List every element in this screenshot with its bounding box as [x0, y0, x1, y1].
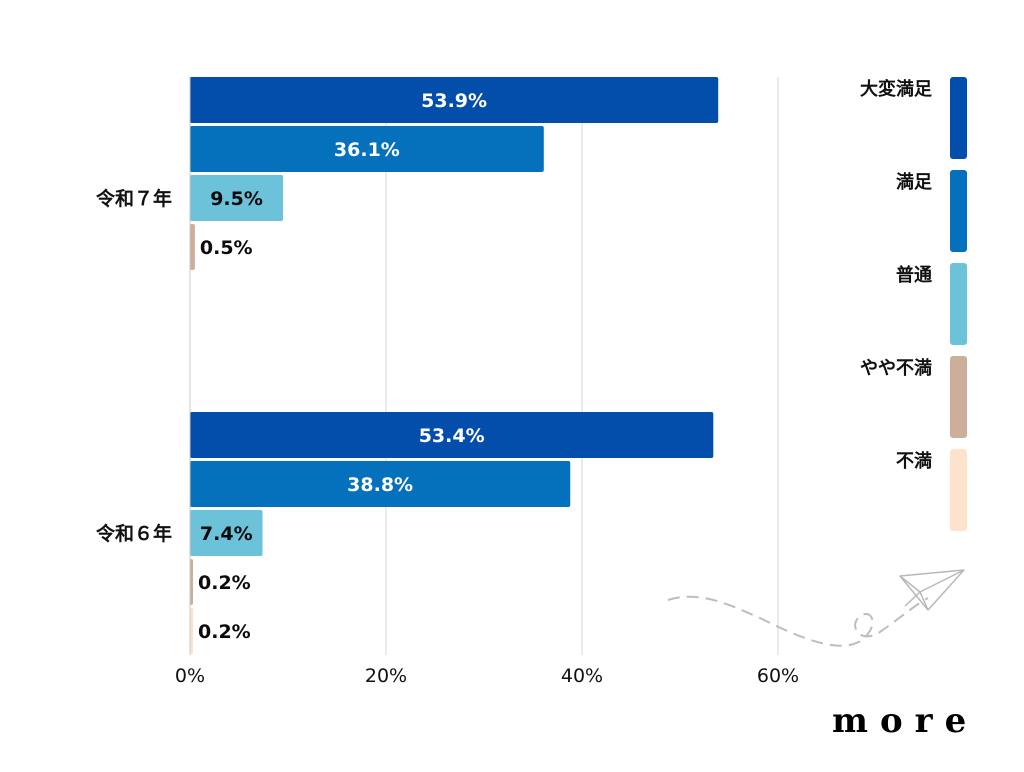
- legend-swatch: [950, 449, 967, 531]
- data-label: 0.5%: [200, 237, 253, 259]
- data-label: 36.1%: [334, 139, 400, 161]
- bar: [190, 559, 193, 605]
- legend-swatch: [950, 170, 967, 252]
- category-label: 令和７年: [96, 187, 172, 210]
- bar: [190, 461, 571, 507]
- data-label: 0.2%: [198, 621, 251, 643]
- bar: [190, 126, 544, 172]
- category-label: 令和６年: [96, 522, 172, 545]
- legend-swatch: [950, 263, 967, 345]
- legend-label: 満足: [896, 171, 932, 193]
- bar: [190, 510, 263, 556]
- x-tick-label: 40%: [561, 665, 603, 687]
- legend-swatch: [950, 77, 967, 159]
- data-label: 7.4%: [200, 523, 253, 545]
- legend-label: 大変満足: [860, 78, 932, 100]
- more-logo: more: [832, 696, 982, 746]
- legend-swatch: [950, 356, 967, 438]
- data-label: 9.5%: [210, 188, 263, 210]
- bar: [190, 608, 193, 654]
- x-tick-label: 20%: [365, 665, 407, 687]
- legend-label: 不満: [896, 450, 932, 472]
- x-tick-label: 60%: [757, 665, 799, 687]
- data-label: 38.8%: [347, 474, 413, 496]
- data-label: 53.9%: [421, 90, 487, 112]
- data-label: 0.2%: [198, 572, 251, 594]
- legend-label: やや不満: [860, 357, 932, 379]
- paper-plane-icon: [899, 569, 965, 611]
- bar: [190, 412, 714, 458]
- x-tick-label: 0%: [175, 665, 205, 687]
- bar: [190, 175, 284, 221]
- logo-text: more: [832, 701, 979, 741]
- bar: [190, 224, 195, 270]
- bar: [190, 77, 719, 123]
- legend-label: 普通: [896, 264, 932, 286]
- flight-path: [667, 595, 929, 647]
- data-label: 53.4%: [419, 425, 485, 447]
